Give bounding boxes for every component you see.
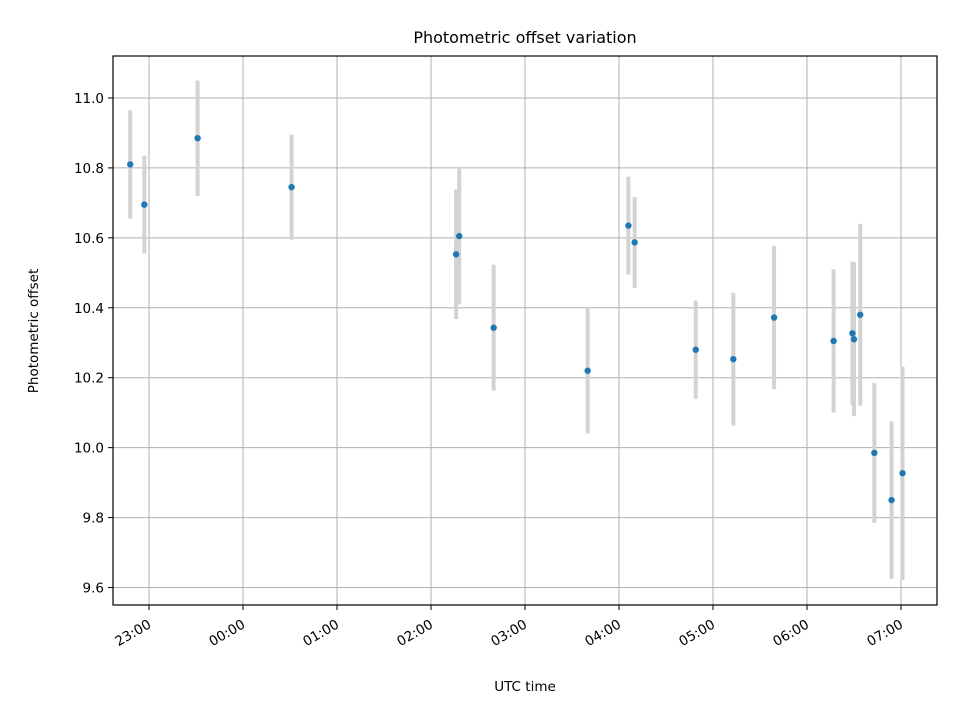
x-tick-label: 03:00 xyxy=(488,617,530,650)
data-point xyxy=(850,336,858,343)
x-tick-label: 01:00 xyxy=(300,617,342,650)
y-tick-label: 9.8 xyxy=(83,511,104,527)
x-tick-label: 07:00 xyxy=(864,617,906,650)
error-bars xyxy=(128,80,905,580)
data-point xyxy=(631,239,638,246)
x-tick-label: 23:00 xyxy=(112,617,154,650)
grid-layer xyxy=(113,56,937,605)
data-point xyxy=(730,355,737,363)
x-tick-label: 05:00 xyxy=(676,617,718,650)
chart-title: Photometric offset variation xyxy=(413,28,636,47)
data-point xyxy=(456,232,463,240)
x-tick-label: 02:00 xyxy=(394,617,436,650)
y-tick-label: 10.0 xyxy=(74,441,104,457)
data-point xyxy=(194,134,201,142)
data-point xyxy=(770,314,778,321)
y-tick-label: 9.6 xyxy=(83,581,104,597)
data-points xyxy=(127,134,906,504)
x-axis-label: UTC time xyxy=(494,679,556,695)
data-point xyxy=(127,161,134,168)
data-point xyxy=(888,496,895,504)
data-point xyxy=(625,222,632,229)
y-tick-label: 11.0 xyxy=(74,91,104,107)
y-tick-labels: 9.6 9.8 10.0 10.2 10.4 10.6 10.8 11.0 xyxy=(74,91,104,597)
y-axis-label: Photometric offset xyxy=(26,269,42,393)
y-tick-label: 10.6 xyxy=(74,231,104,247)
y-tick-label: 10.8 xyxy=(74,161,104,177)
data-point xyxy=(452,251,460,258)
data-point xyxy=(141,201,148,208)
y-tick-label: 10.2 xyxy=(74,371,104,387)
x-tick-label: 00:00 xyxy=(206,617,248,650)
data-point xyxy=(871,449,878,457)
data-point xyxy=(830,337,837,345)
data-point xyxy=(849,330,856,337)
x-tick-label: 04:00 xyxy=(582,617,624,650)
data-point xyxy=(899,469,906,477)
y-tick-label: 10.4 xyxy=(74,301,104,317)
tick-marks xyxy=(108,97,902,610)
data-point xyxy=(288,183,295,191)
x-tick-label: 06:00 xyxy=(770,617,812,650)
data-point xyxy=(692,346,699,353)
x-tick-labels: 23:00 00:00 01:00 02:00 03:00 04:00 05:00 06:00… xyxy=(112,617,906,650)
data-point xyxy=(490,324,497,331)
data-point xyxy=(857,311,864,318)
data-point xyxy=(584,367,591,374)
